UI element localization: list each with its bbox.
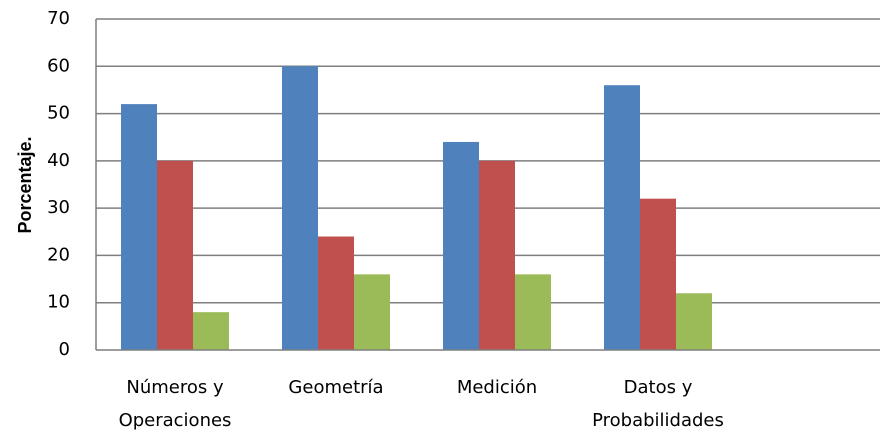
bar-series2-3 — [640, 198, 676, 350]
x-category-label: Operaciones — [119, 410, 232, 431]
bar-series1-0 — [121, 104, 157, 350]
y-tick-label: 70 — [47, 8, 70, 29]
y-tick-labels: 0 10 20 30 40 50 60 70 — [47, 8, 70, 360]
axes — [95, 19, 880, 351]
bar-series1-2 — [443, 141, 479, 350]
y-tick-label: 0 — [59, 339, 70, 360]
y-tick-label: 40 — [47, 150, 70, 171]
x-category-label: Medición — [457, 377, 537, 398]
bar-series3-1 — [354, 274, 390, 350]
bar-series1-1 — [282, 66, 318, 351]
bars — [121, 66, 712, 351]
x-category-labels: Números y Operaciones Geometría Medición Dat… — [119, 377, 724, 431]
x-category-label: Geometría — [288, 377, 383, 398]
bar-series1-3 — [604, 85, 640, 350]
y-tick-label: 20 — [47, 244, 70, 265]
bar-series3-3 — [676, 293, 712, 350]
y-tick-label: 10 — [47, 292, 70, 313]
y-tick-label: 60 — [47, 55, 70, 76]
x-category-label: Datos y — [624, 377, 693, 398]
y-axis-title: Porcentaje. — [15, 136, 35, 233]
bar-series2-2 — [479, 160, 515, 350]
y-tick-label: 50 — [47, 103, 70, 124]
bar-series2-0 — [157, 160, 193, 350]
bar-series3-2 — [515, 274, 551, 350]
y-tick-label: 30 — [47, 197, 70, 218]
bar-series2-1 — [318, 236, 354, 350]
x-category-label: Probabilidades — [592, 410, 724, 431]
bar-series3-0 — [193, 312, 229, 350]
x-category-label: Números y — [126, 377, 224, 398]
